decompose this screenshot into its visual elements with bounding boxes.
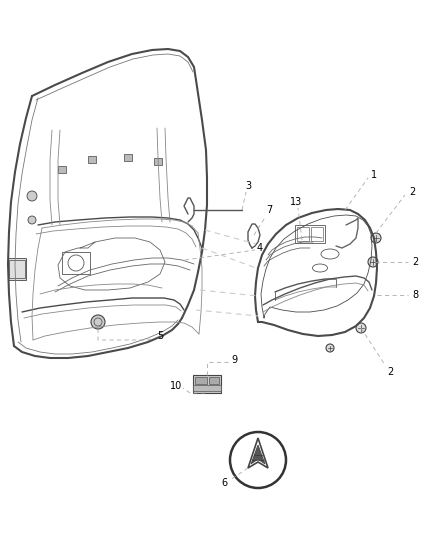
Text: 13: 13 <box>290 197 302 207</box>
Text: 2: 2 <box>409 187 415 197</box>
Bar <box>154 158 162 165</box>
Text: 9: 9 <box>231 355 237 365</box>
Bar <box>195 377 207 384</box>
Text: 1: 1 <box>371 170 377 180</box>
Bar <box>58 166 66 173</box>
Circle shape <box>28 216 36 224</box>
Bar <box>295 225 325 243</box>
Bar <box>9 260 25 278</box>
Bar <box>124 154 132 161</box>
Circle shape <box>91 315 105 329</box>
Text: 2: 2 <box>412 257 418 267</box>
Bar <box>8 258 26 280</box>
Text: 4: 4 <box>257 243 263 253</box>
Text: 5: 5 <box>157 331 163 341</box>
Text: 2: 2 <box>387 367 393 377</box>
Circle shape <box>27 191 37 201</box>
Bar <box>311 227 323 241</box>
Bar <box>88 156 96 163</box>
Circle shape <box>368 257 378 267</box>
Text: 10: 10 <box>170 381 182 391</box>
Text: 6: 6 <box>221 478 227 488</box>
Bar <box>193 385 221 391</box>
Circle shape <box>326 344 334 352</box>
Circle shape <box>356 323 366 333</box>
Bar <box>62 252 90 274</box>
Circle shape <box>371 233 381 243</box>
Text: 8: 8 <box>412 290 418 300</box>
Bar <box>193 375 221 393</box>
Bar <box>209 377 219 384</box>
Text: 7: 7 <box>266 205 272 215</box>
Bar <box>297 227 309 241</box>
Text: 3: 3 <box>245 181 251 191</box>
Polygon shape <box>251 445 265 464</box>
Circle shape <box>230 432 286 488</box>
